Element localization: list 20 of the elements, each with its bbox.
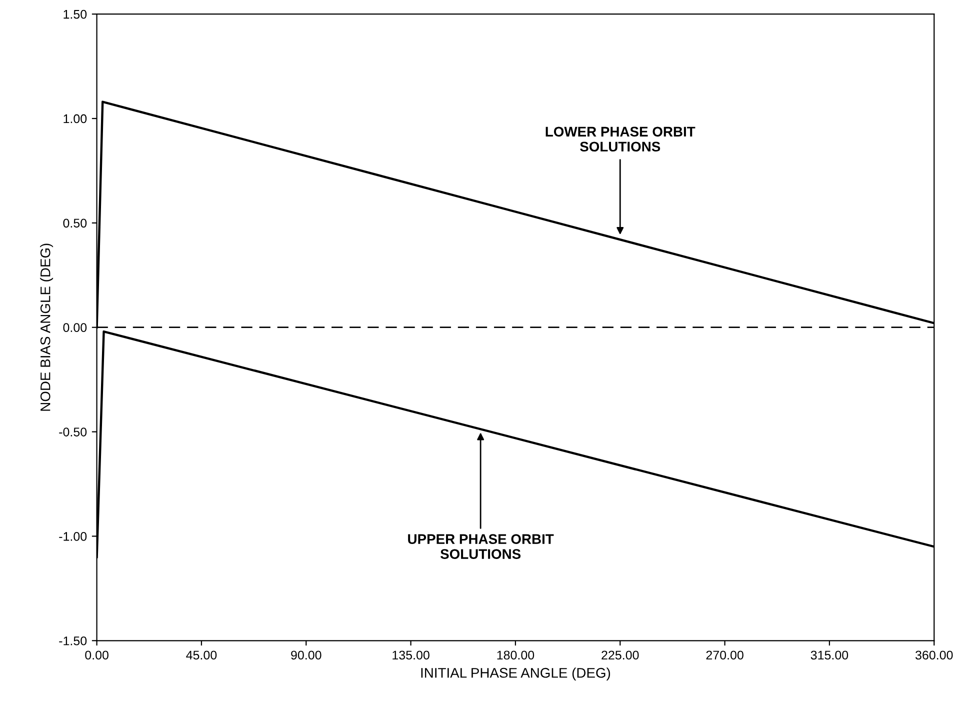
x-tick-label: 45.00 [186,650,217,660]
x-axis-title: INITIAL PHASE ANGLE (DEG) [421,668,610,681]
x-tick-label: 360.00 [915,650,953,660]
y-tick-label: -1.50 [59,636,87,646]
x-tick-label: 225.00 [602,650,639,660]
y-axis-title: NODE BIAS ANGLE (DEG) [40,244,54,411]
y-tick-label: 1.50 [64,10,87,19]
x-tick-label: 135.00 [392,650,430,660]
y-tick-label: 0.00 [63,323,87,332]
x-tick-label: 90.00 [291,650,322,660]
y-tick-label: -0.50 [59,428,87,436]
y-tick-label: -1.00 [59,532,87,541]
x-tick-label: 0.00 [85,650,108,660]
annotation: UPPER PHASE ORBIT SOLUTIONS [408,534,554,559]
x-tick-label: 180.00 [497,650,534,660]
x-tick-label: 270.00 [706,650,744,660]
annotation: LOWER PHASE ORBIT SOLUTIONS [546,126,696,152]
x-tick-label: 315.00 [810,650,848,660]
y-tick-label: 0.50 [63,218,87,228]
y-tick-label: 1.00 [64,114,87,124]
